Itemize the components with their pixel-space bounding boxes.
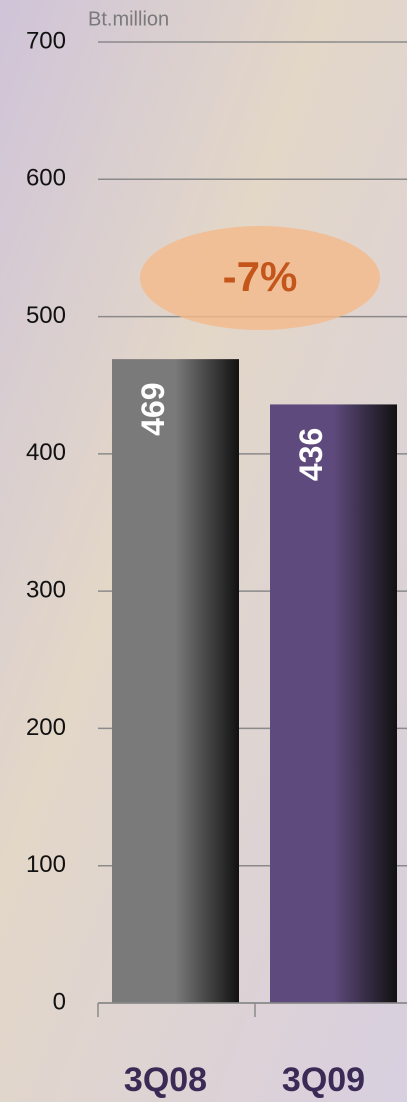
- value-label: 469: [135, 382, 171, 435]
- annotation: -7%: [223, 253, 298, 300]
- y-tick-label: 200: [26, 714, 66, 741]
- y-tick-label: 700: [26, 27, 66, 54]
- x-tick-label: 3Q08: [124, 1061, 207, 1099]
- y-tick-label: 100: [26, 851, 66, 878]
- value-label: 436: [293, 428, 329, 481]
- y-tick-label: 400: [26, 439, 66, 466]
- bar: [270, 404, 397, 1003]
- y-axis-unit: Bt.million: [88, 8, 169, 30]
- y-tick-label: 600: [26, 165, 66, 192]
- y-tick-label: 0: [53, 988, 66, 1015]
- annotation-bubble: [140, 226, 380, 330]
- x-tick-label: 3Q09: [282, 1061, 365, 1099]
- bar: [112, 359, 239, 1003]
- y-tick-label: 500: [26, 302, 66, 329]
- y-tick-label: 300: [26, 576, 66, 603]
